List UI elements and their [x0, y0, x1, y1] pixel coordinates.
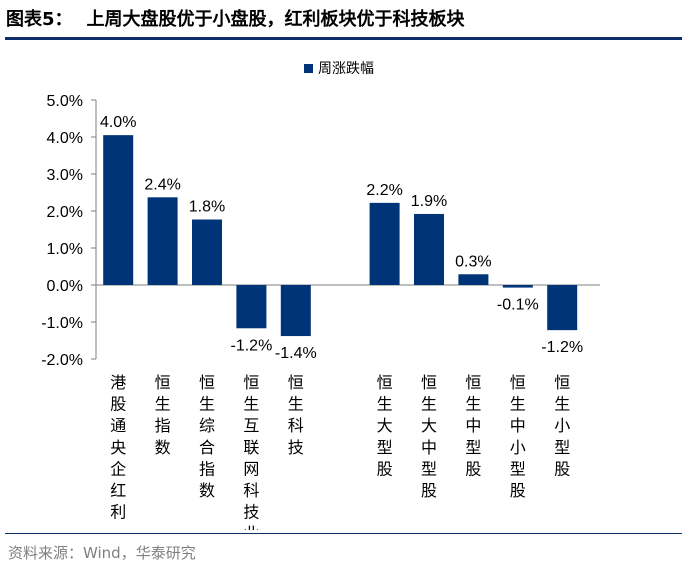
category-label: 利	[110, 504, 126, 522]
top-rule	[5, 37, 682, 40]
data-label: 0.3%	[455, 253, 491, 270]
category-label: 股	[510, 482, 526, 500]
category-label: 生	[288, 396, 304, 414]
bar	[192, 219, 222, 285]
category-label: 指	[155, 417, 171, 435]
category-label: 指	[199, 460, 215, 478]
y-tick-label: 5.0%	[47, 93, 83, 110]
source-note: 资料来源：Wind，华泰研究	[8, 544, 196, 562]
data-label: 2.2%	[366, 182, 402, 199]
category-label: 恒	[421, 374, 437, 392]
bar	[458, 274, 489, 285]
data-label: -1.2%	[541, 339, 583, 356]
category-label: 恒	[510, 374, 526, 392]
category-label: 恒	[155, 374, 171, 392]
category-label: 港	[110, 374, 126, 392]
category-label: 生	[465, 396, 481, 414]
category-label: 中	[421, 439, 437, 457]
category-label: 股	[110, 396, 126, 414]
data-label: -1.2%	[231, 337, 273, 354]
category-label: 生	[554, 396, 570, 414]
bar	[280, 285, 311, 337]
category-label: 型	[554, 439, 570, 457]
bar	[369, 202, 400, 285]
data-label: 1.9%	[411, 193, 447, 210]
bar	[414, 213, 444, 285]
category-label: 型	[421, 460, 437, 478]
figure-title-text: 上周大盘股优于小盘股，红利板块优于科技板块	[86, 9, 465, 30]
category-label: 型	[510, 460, 526, 478]
y-tick-label: 4.0%	[47, 130, 83, 147]
category-label: 互	[243, 418, 259, 435]
category-label: 股	[465, 460, 481, 478]
data-label: -0.1%	[497, 297, 539, 314]
category-label: 生	[377, 396, 393, 414]
category-label: 生	[421, 396, 437, 414]
bar	[103, 135, 134, 285]
y-tick-label: -2.0%	[41, 352, 83, 369]
bar	[236, 285, 267, 329]
category-label: 企	[110, 460, 126, 478]
data-label: 4.0%	[100, 114, 136, 131]
category-label: 恒	[199, 374, 215, 392]
category-label: 大	[377, 417, 393, 435]
category-label: 科	[243, 482, 259, 500]
bar	[147, 197, 178, 285]
category-label: 通	[110, 417, 126, 435]
bar	[502, 285, 533, 288]
category-label: 恒	[288, 374, 304, 392]
category-label: 科	[288, 417, 304, 435]
bar-chart: 周涨跌幅 5.0% 4.0% 3.0% 2.0% 1.0% 0.0% -1.0% -2.0% 4.…	[41, 60, 600, 530]
category-label: 股	[554, 460, 570, 478]
category-label: 中	[465, 417, 481, 435]
bar	[547, 285, 578, 331]
category-label: 大	[421, 417, 437, 435]
category-label: 央	[110, 439, 126, 457]
category-label: 股	[421, 482, 437, 500]
category-label: 网	[243, 461, 259, 478]
legend-swatch	[304, 64, 313, 73]
category-label: 业	[243, 525, 259, 530]
y-tick-label: 0.0%	[47, 278, 83, 295]
legend-label: 周涨跌幅	[318, 60, 374, 76]
bottom-rule	[5, 533, 682, 534]
category-label: 型	[465, 439, 481, 457]
category-label: 生	[243, 396, 259, 414]
figure-title: 图表5： 上周大盘股优于小盘股，红利板块优于科技板块	[6, 5, 682, 35]
category-label: 合	[199, 439, 215, 457]
category-label: 恒	[465, 374, 481, 392]
category-label: 综	[199, 417, 215, 435]
category-label: 数	[155, 439, 171, 457]
category-label: 生	[155, 396, 171, 414]
category-label: 生	[199, 396, 215, 414]
category-label: 技	[288, 439, 304, 457]
category-label: 生	[510, 396, 526, 414]
data-label: -1.4%	[275, 345, 317, 362]
y-tick-label: 3.0%	[47, 167, 83, 184]
data-label: 1.8%	[189, 199, 225, 216]
figure-label: 图表5：	[6, 9, 73, 30]
category-label: 红	[110, 482, 126, 500]
category-label: 型	[377, 439, 393, 457]
data-label: 2.4%	[144, 176, 180, 193]
category-label: 股	[377, 460, 393, 478]
category-label: 联	[243, 439, 259, 457]
y-tick-label: -1.0%	[41, 315, 83, 332]
category-label: 技	[243, 504, 259, 522]
category-label: 中	[510, 417, 526, 435]
category-label: 恒	[243, 374, 259, 392]
category-label: 数	[199, 482, 215, 500]
y-tick-label: 1.0%	[47, 241, 83, 258]
category-label: 小	[554, 417, 570, 435]
category-label: 恒	[377, 374, 393, 392]
category-label: 小	[510, 439, 526, 457]
y-tick-label: 2.0%	[47, 204, 83, 221]
category-label: 恒	[554, 374, 570, 392]
